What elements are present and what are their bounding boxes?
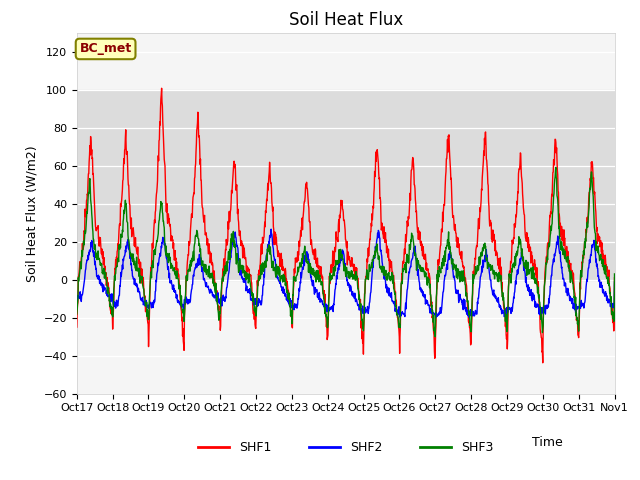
SHF2 <box>193 261 200 266</box>
SHF2 <box>268 226 275 232</box>
SHF1 <box>193 128 200 133</box>
SHF2 <box>179 302 187 308</box>
SHF1 <box>548 198 556 204</box>
SHF1 <box>158 85 166 91</box>
Line: SHF3: SHF3 <box>77 168 614 336</box>
Line: SHF1: SHF1 <box>77 88 614 363</box>
SHF2 <box>253 299 260 305</box>
SHF3 <box>73 311 81 317</box>
SHF2 <box>611 279 618 285</box>
Line: SHF2: SHF2 <box>77 229 614 317</box>
SHF2 <box>548 273 556 278</box>
SHF3 <box>431 334 439 339</box>
Title: Soil Heat Flux: Soil Heat Flux <box>289 11 403 29</box>
SHF2 <box>429 310 437 316</box>
SHF1 <box>253 299 260 305</box>
SHF2 <box>500 311 508 316</box>
SHF1 <box>429 325 437 331</box>
SHF2 <box>432 314 440 320</box>
Text: Time: Time <box>532 436 563 449</box>
Bar <box>77 90 614 280</box>
SHF3 <box>193 233 200 239</box>
Y-axis label: Soil Heat Flux (W/m2): Soil Heat Flux (W/m2) <box>25 145 38 282</box>
SHF3 <box>552 165 560 170</box>
SHF1 <box>180 342 188 348</box>
Text: BC_met: BC_met <box>79 42 132 56</box>
SHF3 <box>500 294 508 300</box>
SHF1 <box>73 324 81 330</box>
SHF3 <box>253 305 260 311</box>
SHF2 <box>73 296 81 301</box>
SHF3 <box>547 223 555 229</box>
SHF3 <box>429 314 436 320</box>
SHF3 <box>179 307 187 312</box>
SHF1 <box>611 275 618 281</box>
SHF3 <box>611 271 618 277</box>
SHF1 <box>539 360 547 366</box>
Legend: SHF1, SHF2, SHF3: SHF1, SHF2, SHF3 <box>193 436 499 459</box>
SHF1 <box>500 302 508 308</box>
